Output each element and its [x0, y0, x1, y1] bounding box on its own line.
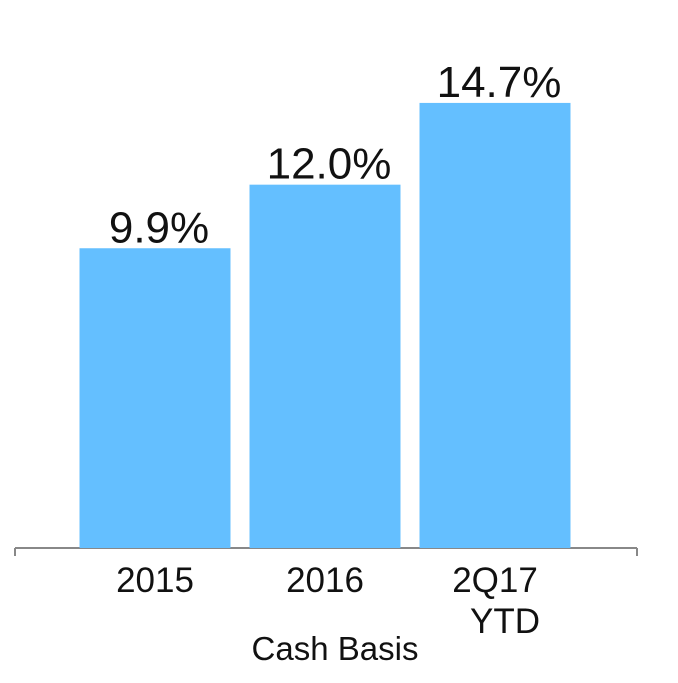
value-label: 14.7%: [437, 58, 562, 107]
x-tick-label: 2015: [116, 561, 194, 600]
bar: [419, 102, 571, 549]
bar: [249, 184, 401, 548]
x-tick-label: 2Q17 YTD: [452, 561, 540, 641]
x-axis-label: Cash Basis: [252, 630, 419, 667]
bar: [79, 248, 231, 548]
x-tick-label-line: YTD: [470, 602, 540, 641]
value-label: 12.0%: [267, 140, 392, 189]
x-tick-label-line: 2Q17: [452, 561, 538, 600]
value-label: 9.9%: [109, 203, 209, 252]
x-tick-label: 2016: [286, 561, 364, 600]
